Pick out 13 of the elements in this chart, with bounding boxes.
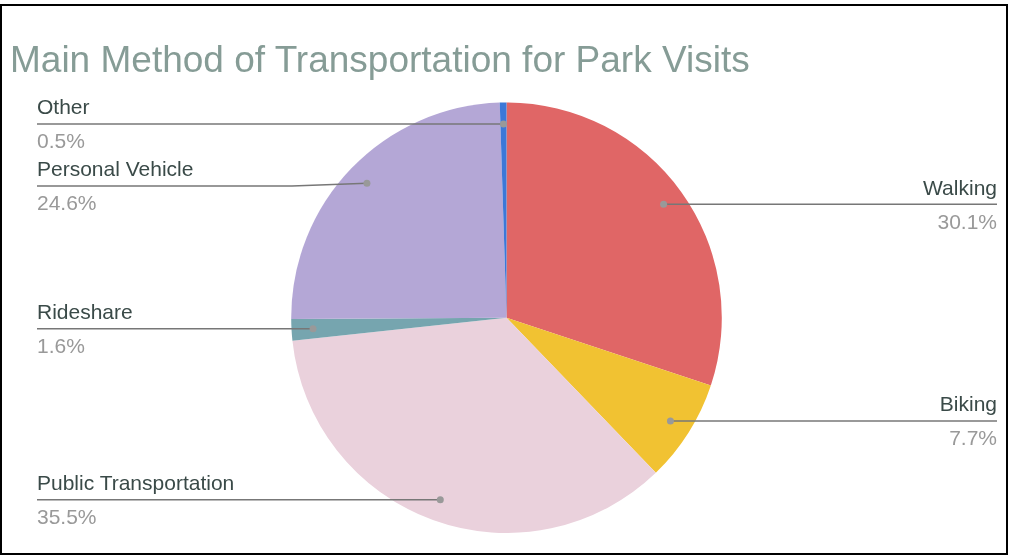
data-label: 24.6% — [37, 191, 97, 215]
data-label: 30.1% — [937, 209, 997, 233]
data-label: 35.5% — [37, 505, 97, 529]
slice-label: Public Transportation — [37, 471, 235, 495]
slice-label: Walking — [923, 175, 997, 199]
data-label: 7.7% — [949, 426, 997, 450]
slice-label: Rideshare — [37, 299, 133, 323]
slice-label: Biking — [939, 392, 997, 416]
data-label: 0.5% — [37, 129, 85, 153]
chart-title: Main Method of Transportation for Park Visits — [10, 39, 750, 81]
data-label: 1.6% — [37, 333, 85, 357]
slice-label: Other — [37, 95, 90, 119]
slice-label: Personal Vehicle — [37, 157, 194, 181]
